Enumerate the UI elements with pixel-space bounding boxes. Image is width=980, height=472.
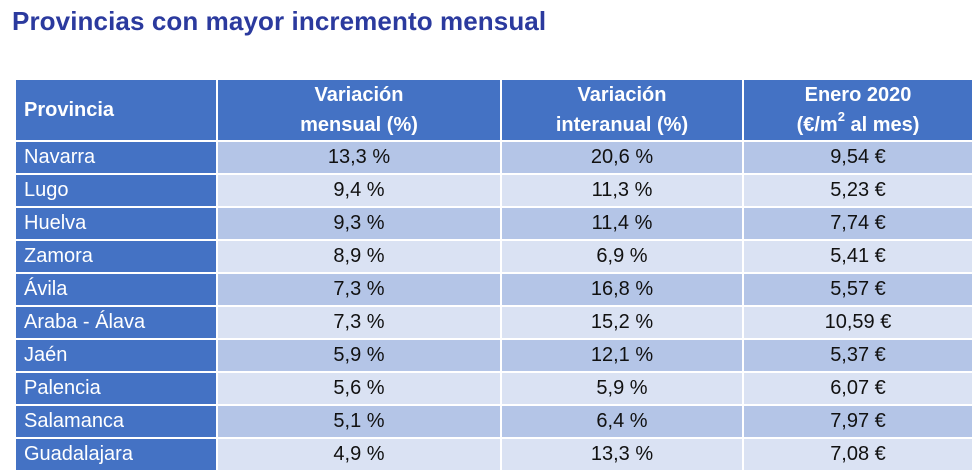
cell-mensual: 5,9 % [216,338,502,373]
cell-interanual: 16,8 % [500,272,744,307]
column-header-precio-line2-sup: 2 [837,109,845,125]
cell-mensual: 9,3 % [216,206,502,241]
table-body: Navarra 13,3 % 20,6 % 9,54 € Lugo 9,4 % … [14,140,974,472]
cell-interanual: 6,4 % [500,404,744,439]
cell-mensual: 7,3 % [216,272,502,307]
table-row: Navarra 13,3 % 20,6 % 9,54 € [14,140,974,175]
cell-mensual: 5,1 % [216,404,502,439]
column-header-mensual-line2: mensual (%) [300,114,418,136]
cell-precio: 10,59 € [742,305,974,340]
column-header-precio-line2-post: al mes) [844,114,920,136]
cell-interanual: 12,1 % [500,338,744,373]
cell-provincia: Jaén [14,338,218,373]
column-header-mensual: Variación mensual (%) [216,80,502,142]
cell-mensual: 7,3 % [216,305,502,340]
column-header-mensual-line1: Variación [314,84,404,106]
cell-mensual: 9,4 % [216,173,502,208]
cell-provincia: Araba - Álava [14,305,218,340]
table-row: Araba - Álava 7,3 % 15,2 % 10,59 € [14,305,974,340]
cell-provincia: Palencia [14,371,218,406]
cell-interanual: 13,3 % [500,437,744,472]
cell-interanual: 6,9 % [500,239,744,274]
provinces-table: Provincia Variación mensual (%) Variació… [14,80,974,472]
cell-precio: 5,37 € [742,338,974,373]
page-title: Provincias con mayor incremento mensual [12,6,547,36]
table-row: Salamanca 5,1 % 6,4 % 7,97 € [14,404,974,439]
column-header-provincia: Provincia [14,80,218,142]
cell-mensual: 8,9 % [216,239,502,274]
cell-interanual: 11,3 % [500,173,744,208]
table-row: Palencia 5,6 % 5,9 % 6,07 € [14,371,974,406]
cell-precio: 5,57 € [742,272,974,307]
cell-precio: 5,23 € [742,173,974,208]
table-row: Guadalajara 4,9 % 13,3 % 7,08 € [14,437,974,472]
cell-precio: 7,08 € [742,437,974,472]
cell-precio: 7,74 € [742,206,974,241]
column-header-precio-line2: (€/m2 al mes) [744,110,972,140]
column-header-precio-line1: Enero 2020 [804,84,912,106]
cell-interanual: 20,6 % [500,140,744,175]
column-header-interanual: Variación interanual (%) [500,80,744,142]
cell-interanual: 11,4 % [500,206,744,241]
cell-provincia: Zamora [14,239,218,274]
table-header: Provincia Variación mensual (%) Variació… [14,80,974,142]
table-row: Jaén 5,9 % 12,1 % 5,37 € [14,338,974,373]
cell-interanual: 15,2 % [500,305,744,340]
column-header-interanual-line2: interanual (%) [555,114,689,136]
cell-provincia: Guadalajara [14,437,218,472]
cell-provincia: Salamanca [14,404,218,439]
column-header-provincia-label: Provincia [24,99,115,121]
column-header-interanual-line1: Variación [577,84,667,106]
table-row: Lugo 9,4 % 11,3 % 5,23 € [14,173,974,208]
cell-precio: 9,54 € [742,140,974,175]
table-row: Zamora 8,9 % 6,9 % 5,41 € [14,239,974,274]
column-header-precio: Enero 2020 (€/m2 al mes) [742,80,974,142]
table-header-row: Provincia Variación mensual (%) Variació… [14,80,974,142]
cell-provincia: Navarra [14,140,218,175]
cell-provincia: Lugo [14,173,218,208]
cell-precio: 7,97 € [742,404,974,439]
cell-provincia: Huelva [14,206,218,241]
cell-precio: 6,07 € [742,371,974,406]
cell-interanual: 5,9 % [500,371,744,406]
table-row: Ávila 7,3 % 16,8 % 5,57 € [14,272,974,307]
cell-precio: 5,41 € [742,239,974,274]
column-header-precio-line2-pre: (€/m [796,114,838,136]
cell-mensual: 13,3 % [216,140,502,175]
cell-mensual: 4,9 % [216,437,502,472]
cell-provincia: Ávila [14,272,218,307]
cell-mensual: 5,6 % [216,371,502,406]
table-row: Huelva 9,3 % 11,4 % 7,74 € [14,206,974,241]
